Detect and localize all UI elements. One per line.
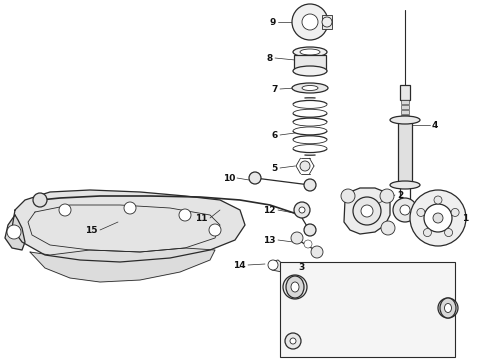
Text: 7: 7 bbox=[271, 85, 278, 94]
Text: 12: 12 bbox=[264, 206, 276, 215]
Ellipse shape bbox=[444, 303, 451, 312]
Circle shape bbox=[299, 207, 305, 213]
Text: 15: 15 bbox=[85, 225, 98, 234]
Circle shape bbox=[209, 224, 221, 236]
Ellipse shape bbox=[286, 276, 304, 298]
Circle shape bbox=[434, 196, 442, 204]
Circle shape bbox=[290, 338, 296, 344]
Text: 2: 2 bbox=[397, 190, 403, 199]
Circle shape bbox=[7, 225, 21, 239]
Polygon shape bbox=[30, 248, 215, 282]
Text: 9: 9 bbox=[270, 18, 276, 27]
Ellipse shape bbox=[293, 66, 327, 76]
Circle shape bbox=[302, 14, 318, 30]
Circle shape bbox=[433, 213, 443, 223]
Circle shape bbox=[380, 189, 394, 203]
Circle shape bbox=[451, 208, 459, 216]
Circle shape bbox=[294, 202, 310, 218]
Circle shape bbox=[268, 260, 278, 270]
Circle shape bbox=[444, 229, 453, 237]
Circle shape bbox=[393, 198, 417, 222]
Circle shape bbox=[438, 298, 458, 318]
Text: 14: 14 bbox=[233, 261, 246, 270]
Circle shape bbox=[300, 161, 310, 171]
Polygon shape bbox=[5, 215, 25, 250]
Bar bbox=[401, 110, 409, 114]
Bar bbox=[401, 100, 409, 104]
Text: 6: 6 bbox=[272, 131, 278, 140]
Polygon shape bbox=[344, 188, 390, 234]
Circle shape bbox=[292, 4, 328, 40]
Bar bbox=[294, 55, 326, 71]
Circle shape bbox=[322, 17, 332, 27]
Bar bbox=[398, 120, 412, 185]
Circle shape bbox=[341, 189, 355, 203]
Ellipse shape bbox=[300, 49, 320, 55]
Ellipse shape bbox=[291, 282, 299, 292]
Bar bbox=[401, 115, 409, 119]
Circle shape bbox=[33, 193, 47, 207]
Ellipse shape bbox=[293, 47, 327, 57]
Text: 1: 1 bbox=[462, 213, 468, 222]
Text: 5: 5 bbox=[272, 163, 278, 172]
Circle shape bbox=[410, 190, 466, 246]
Text: 13: 13 bbox=[264, 235, 276, 244]
Circle shape bbox=[179, 209, 191, 221]
Ellipse shape bbox=[390, 181, 420, 189]
Circle shape bbox=[417, 208, 425, 216]
Polygon shape bbox=[270, 260, 284, 272]
Circle shape bbox=[361, 205, 373, 217]
Text: 11: 11 bbox=[196, 213, 208, 222]
Polygon shape bbox=[12, 190, 245, 262]
Circle shape bbox=[304, 240, 312, 248]
Bar bbox=[322, 15, 332, 29]
Circle shape bbox=[304, 179, 316, 191]
Circle shape bbox=[249, 172, 261, 184]
Text: 10: 10 bbox=[222, 174, 235, 183]
Text: 3: 3 bbox=[298, 262, 304, 271]
Circle shape bbox=[381, 221, 395, 235]
Text: 4: 4 bbox=[432, 121, 439, 130]
Bar bbox=[401, 105, 409, 109]
Circle shape bbox=[311, 246, 323, 258]
Ellipse shape bbox=[440, 298, 456, 318]
Bar bbox=[280, 262, 455, 357]
Circle shape bbox=[59, 204, 71, 216]
Circle shape bbox=[291, 232, 303, 244]
Circle shape bbox=[290, 282, 300, 292]
Ellipse shape bbox=[302, 86, 318, 90]
Ellipse shape bbox=[292, 83, 328, 93]
Bar bbox=[400, 85, 410, 100]
Circle shape bbox=[124, 202, 136, 214]
Circle shape bbox=[304, 224, 316, 236]
Circle shape bbox=[285, 333, 301, 349]
Ellipse shape bbox=[390, 116, 420, 124]
Circle shape bbox=[353, 197, 381, 225]
Circle shape bbox=[424, 204, 452, 232]
Circle shape bbox=[444, 304, 452, 312]
Text: 8: 8 bbox=[267, 54, 273, 63]
Circle shape bbox=[400, 205, 410, 215]
Circle shape bbox=[283, 275, 307, 299]
Circle shape bbox=[423, 229, 431, 237]
